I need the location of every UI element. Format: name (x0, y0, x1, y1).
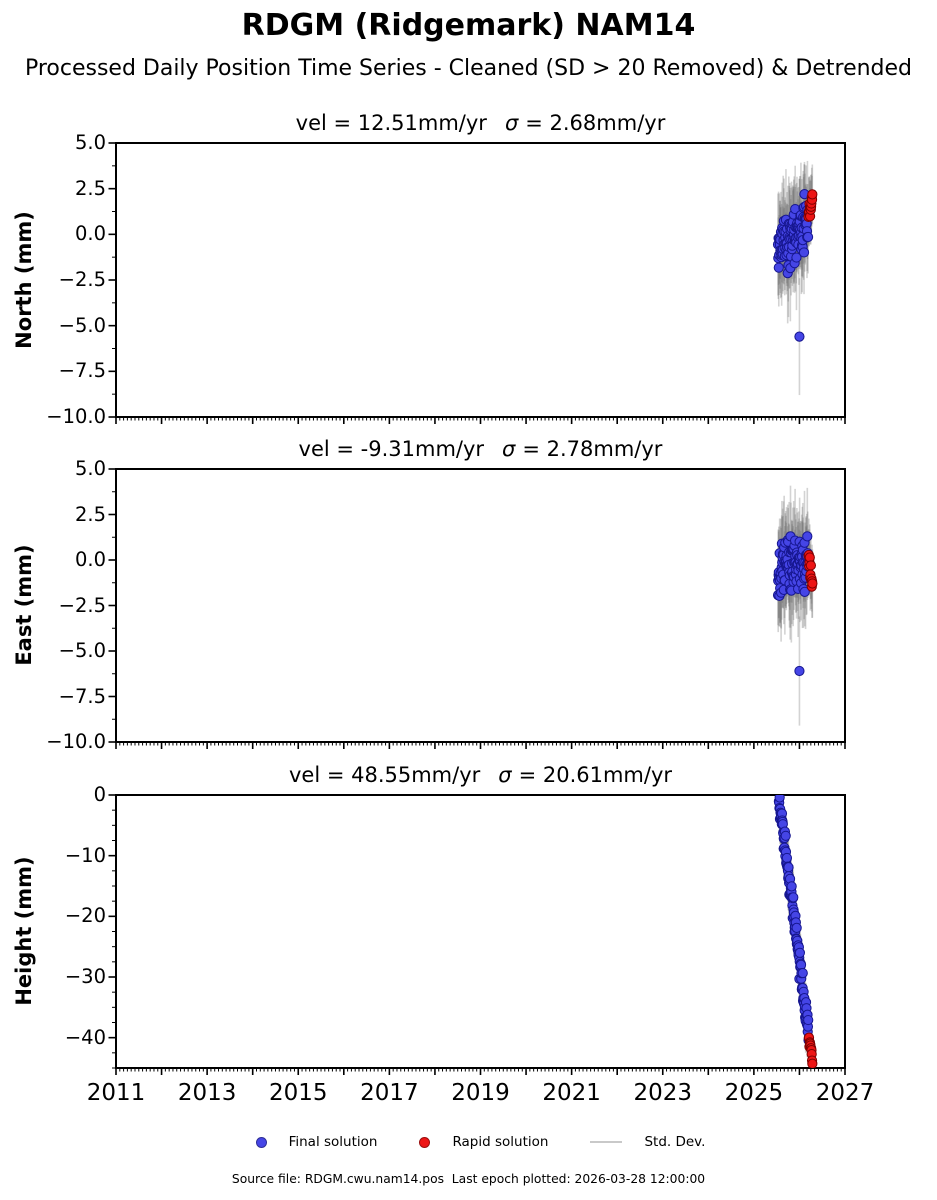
y-tick-label: −5.0 (58, 639, 106, 662)
legend-item-stddev: Std. Dev. (590, 1134, 705, 1150)
y-tick-label: 2.5 (74, 176, 106, 200)
legend-stddev-label: Std. Dev. (644, 1134, 706, 1150)
figure-title: RDGM (Ridgemark) NAM14 (241, 8, 696, 43)
y-tick-label: −7.5 (58, 684, 106, 708)
y-tick-label: −5.0 (58, 313, 106, 337)
x-tick-label: 2011 (86, 1080, 146, 1106)
height-vel-text: vel = 48.55mm/yr (288, 763, 481, 787)
y-tick-label: −10.0 (46, 405, 106, 428)
y-tick-label: −10 (64, 843, 106, 867)
y-tick-label: 5.0 (74, 131, 106, 154)
y-tick-label: −10.0 (46, 730, 106, 753)
legend-item-rapid: Rapid solution (419, 1134, 548, 1150)
x-tick-label: 2019 (451, 1080, 510, 1106)
source-footer: Source file: RDGM.cwu.nam14.pos Last epo… (231, 1172, 706, 1186)
y-tick-label: 2.5 (74, 502, 106, 526)
legend-final-label: Final solution (288, 1134, 378, 1150)
y-tick-label: 0.0 (74, 548, 106, 571)
legend: Final solution Rapid solution Std. Dev. (116, 1134, 845, 1150)
final-solution-marker-icon (255, 1136, 267, 1148)
north-vel-text: vel = 12.51mm/yr (295, 111, 487, 135)
y-tick-label: −7.5 (58, 359, 106, 383)
east-sigma-symbol: σ (502, 437, 516, 461)
panel-title-north: vel = 12.51mm/yr σ = 2.68mm/yr (116, 110, 845, 136)
stddev-line-icon (590, 1141, 623, 1143)
legend-rapid-label: Rapid solution (452, 1134, 549, 1150)
x-tick-label: 2023 (633, 1080, 693, 1106)
x-tick-label: 2025 (724, 1080, 784, 1106)
north-sigma-symbol: σ (504, 111, 519, 135)
x-tick-label: 2015 (268, 1080, 328, 1106)
north-sigma-text: = 2.68mm/yr (525, 111, 666, 135)
y-tick-label: −30 (64, 965, 106, 988)
height-sigma-symbol: σ (498, 763, 512, 787)
y-tick-label: −2.5 (58, 268, 106, 291)
y-tick-label: −40 (64, 1025, 106, 1049)
panel-title-height: vel = 48.55mm/yr σ = 20.61mm/yr (116, 762, 845, 788)
y-tick-label: −20 (64, 904, 106, 928)
east-sigma-text: = 2.78mm/yr (522, 437, 663, 461)
x-tick-label: 2027 (815, 1080, 875, 1106)
y-tick-label: 0 (93, 783, 106, 806)
figure-subtitle: Processed Daily Position Time Series - C… (24, 56, 913, 81)
y-tick-label: 0.0 (74, 222, 106, 246)
rapid-solution-marker-icon (419, 1136, 431, 1148)
y-tick-label: 5.0 (74, 457, 106, 480)
x-tick-label: 2017 (360, 1080, 419, 1106)
y-tick-label: −2.5 (58, 593, 106, 617)
x-tick-label: 2013 (177, 1080, 237, 1106)
legend-item-final: Final solution (255, 1134, 378, 1150)
east-vel-text: vel = -9.31mm/yr (298, 437, 485, 461)
height-sigma-text: = 20.61mm/yr (518, 763, 673, 787)
panel-title-east: vel = -9.31mm/yr σ = 2.78mm/yr (116, 436, 845, 462)
x-tick-label: 2021 (542, 1080, 601, 1106)
